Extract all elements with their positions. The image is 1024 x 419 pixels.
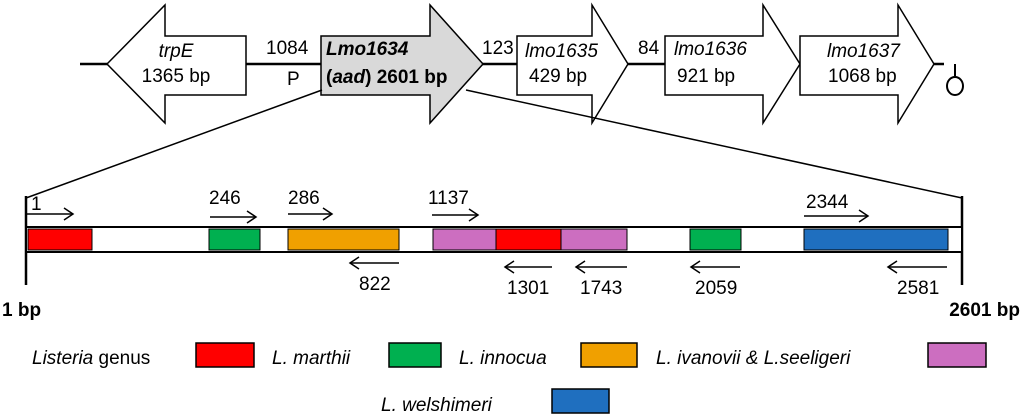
gene-lmo1634-name: Lmo1634 (326, 39, 409, 60)
fwd-primer-arrowhead (468, 208, 480, 222)
gene-lmo1636-name: lmo1636 (674, 39, 747, 60)
gene-lmo1636-size: 921 bp (677, 66, 735, 87)
rev-primer-label: 822 (359, 274, 391, 295)
rev-primer-arrowhead (574, 260, 586, 274)
gene-lmo1634-arrow (320, 3, 485, 125)
gene-lmo1637-size: 1068 bp (828, 66, 897, 87)
fwd-primer-label: 286 (288, 188, 320, 209)
fwd-primer-arrowhead (858, 209, 870, 223)
gene-lmo1635-name: lmo1635 (525, 41, 598, 62)
legend-marthii-label: L. marthii (272, 348, 351, 369)
fwd-primer-label: 1137 (428, 188, 469, 209)
intergenic-lmo1634-lmo1635: 123 (482, 38, 514, 59)
rev-primer-label: 1743 (580, 278, 622, 299)
terminator-icon (946, 76, 964, 96)
fwd-primer-arrowhead (322, 207, 334, 221)
gene-lmo1634-alias: aad (332, 67, 365, 88)
segment-marthii-2 (689, 228, 742, 251)
fwd-primer-label: 2344 (806, 192, 849, 213)
segment-listeria-1 (27, 228, 93, 251)
segment-ivanovii-1 (432, 228, 497, 251)
rev-primer-arrowhead (689, 260, 701, 274)
fwd-primer-arrowhead (246, 210, 258, 224)
zoom-line-right (465, 89, 963, 199)
gene-lmo1634-alias-line: (aad) 2601 bp (326, 67, 447, 88)
legend-listeria-label: Listeria genus (32, 348, 150, 369)
gene-trpE-arrow (105, 3, 247, 125)
gene-trpE-name: trpE (159, 41, 194, 62)
fwd-primer-label: 1 (31, 194, 42, 215)
legend-ivanovii-label: L. ivanovii & L.seeligeri (656, 348, 851, 369)
segment-innocua (287, 228, 400, 251)
segment-welshimeri (803, 228, 949, 251)
legend-innocua-swatch (580, 342, 638, 368)
rev-primer-label: 2059 (695, 278, 737, 299)
legend-innocua-label: L. innocua (459, 348, 547, 369)
zoom-line-left (25, 89, 323, 199)
rev-primer-label: 2581 (897, 278, 939, 299)
scale-start-label: 1 bp (2, 300, 41, 321)
legend-marthii-swatch (388, 342, 442, 368)
rev-primer-arrowhead (348, 256, 360, 270)
intergenic-lmo1635-lmo1636: 84 (638, 38, 660, 59)
legend-ivanovii-swatch (927, 342, 987, 368)
legend-listeria-swatch (195, 342, 255, 368)
rev-primer-arrowhead (886, 260, 898, 274)
fwd-primer-label: 246 (209, 188, 241, 209)
segment-listeria-2 (495, 228, 562, 251)
gene-lmo1637-arrow (799, 2, 935, 126)
fwd-primer-arrowhead (63, 207, 75, 221)
rev-primer-label: 1301 (507, 278, 549, 299)
gene-lmo1635-size: 429 bp (529, 66, 587, 87)
promoter-label: P (287, 69, 300, 90)
segment-marthii-1 (208, 228, 261, 251)
intergenic-trpE-lmo1634: 1084 (266, 38, 309, 59)
legend-welshimeri-swatch (551, 388, 610, 414)
legend-welshimeri-label: L. welshimeri (381, 395, 493, 416)
scale-end-label: 2601 bp (949, 300, 1020, 321)
gene-lmo1637-name: lmo1637 (827, 41, 901, 62)
segment-ivanovii-2 (560, 228, 628, 251)
gene-trpE-size: 1365 bp (142, 66, 211, 87)
gene-lmo1635-arrow (516, 2, 629, 126)
rev-primer-arrowhead (503, 260, 515, 274)
gene-lmo1634-size: 2601 bp (377, 67, 448, 88)
gene-lmo1636-arrow (664, 2, 801, 126)
